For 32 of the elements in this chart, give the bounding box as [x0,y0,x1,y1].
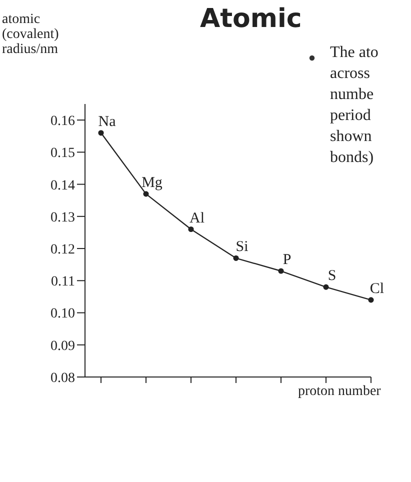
y-tick-label: 0.10 [50,306,75,322]
data-label: Al [190,210,204,226]
y-tick-label: 0.11 [51,274,75,290]
y-tick-label: 0.13 [50,210,75,226]
x-axis-title: proton number [298,384,381,400]
chart-title: Atomic [200,4,302,34]
text: across [330,64,371,84]
y-tick-label: 0.15 [50,146,75,162]
text: The ato [330,43,380,63]
point [278,268,284,274]
point [323,284,329,290]
annotation: period [330,106,372,126]
data-label: Mg [142,174,163,191]
text: numbe [330,85,375,105]
point [143,191,149,197]
y-tick-label: 0.16 [50,114,75,130]
point [98,130,104,136]
y-axis-title: atomic (covalent) radius/nm [2,12,59,57]
point [233,255,239,261]
point [188,226,194,232]
data-label: P [282,252,292,268]
y-tick-label: 0.09 [50,338,75,354]
data-label: S [328,268,336,284]
y-tick-label: 0.12 [50,242,75,258]
data-label: Cl [370,280,384,297]
annotation: bonds) [330,148,375,168]
data-label: Na [98,114,116,130]
annotation: shown [330,127,373,147]
y-tick-label: 0.14 [50,178,75,194]
data-label: Si [236,239,248,256]
point [368,297,374,303]
y-tick-label: 0.08 [50,370,75,386]
